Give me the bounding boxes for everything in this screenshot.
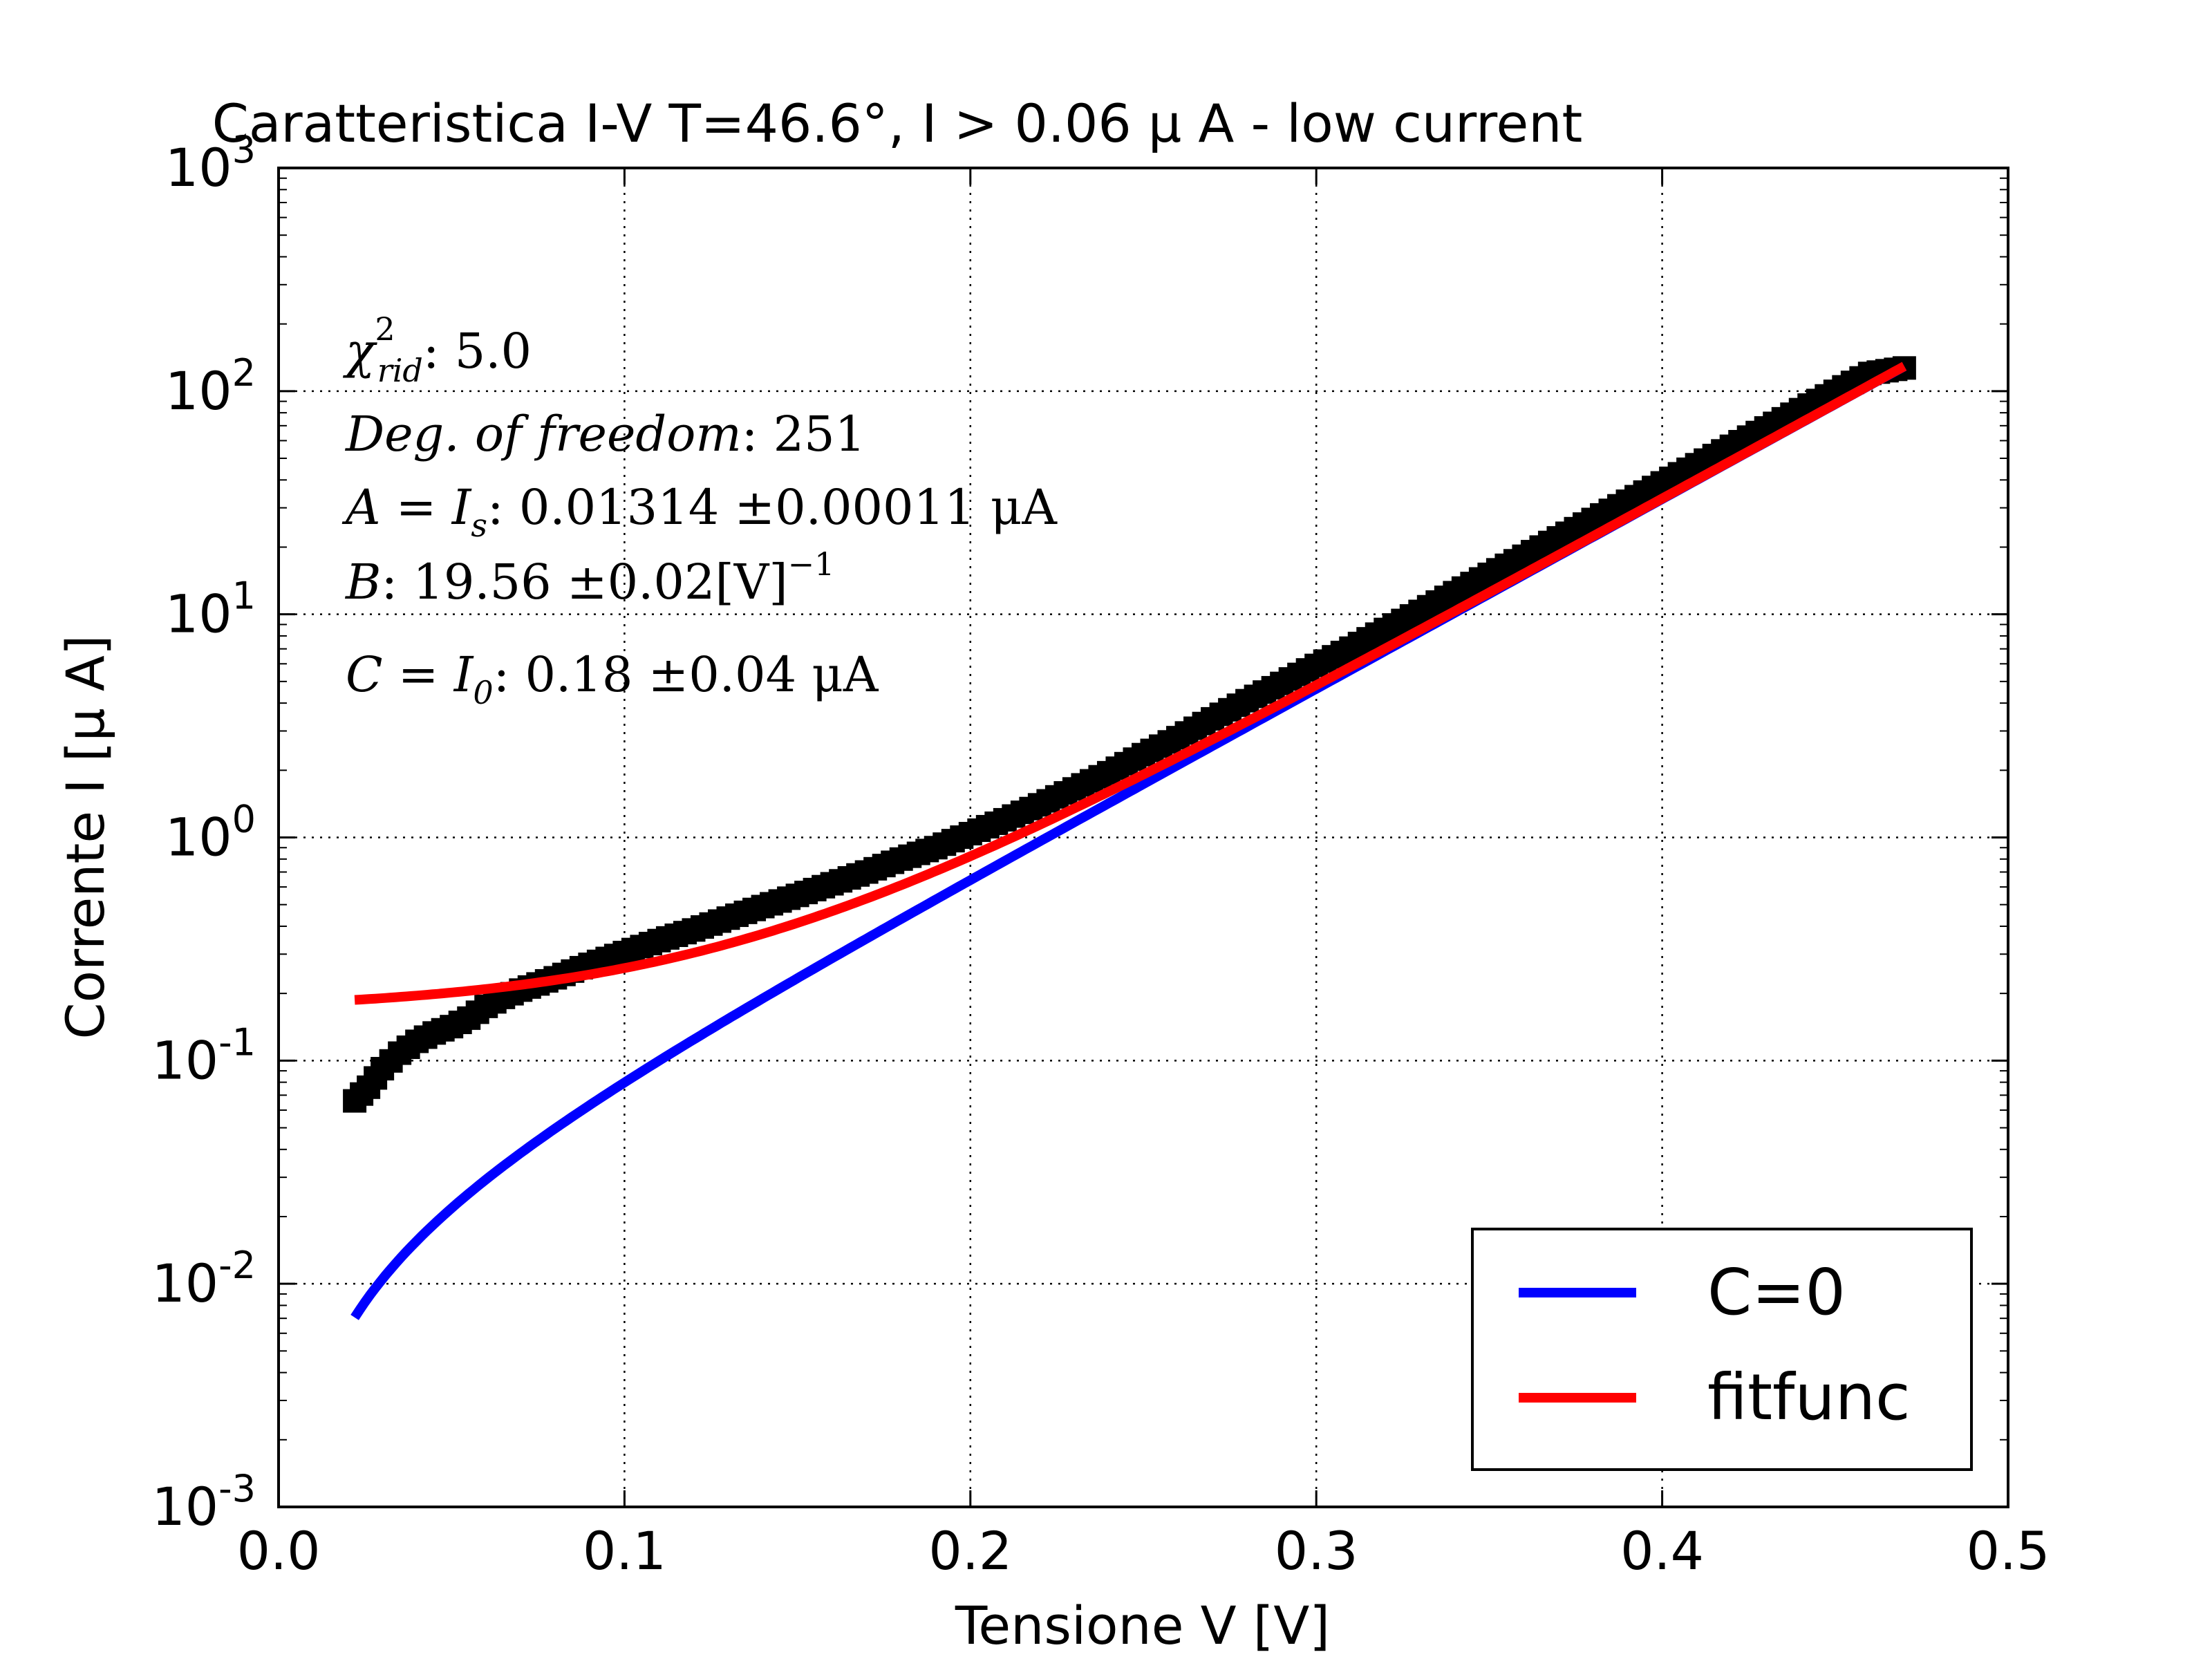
annotation-line: B: 19.56 ±0.02[V]−1 [344, 545, 834, 610]
series-line-fitfunc [354, 362, 1907, 1005]
y-tick-label: 100 [165, 798, 256, 868]
x-tick-label: 0.1 [583, 1520, 666, 1582]
legend-label: fitfunc [1707, 1360, 1911, 1434]
x-tick-label: 0.5 [1967, 1520, 2050, 1582]
annotation-line: A = Is: 0.01314 ±0.00011 μA [341, 479, 1058, 544]
annotation-line: χ2 rid: 5.0 [342, 310, 532, 389]
fit-annotations: χ2 rid: 5.0 Deg. of freedom: 251 A = Is: 0.… [341, 310, 1058, 711]
y-tick-label: 10-3 [151, 1467, 256, 1537]
y-tick-label: 103 [165, 128, 256, 198]
chart-title: Caratteristica I-V T=46.6°, I > 0.06 μ A… [212, 93, 1583, 154]
x-tick-label: 0.3 [1275, 1520, 1358, 1582]
annotation-line: Deg. of freedom: 251 [344, 406, 865, 462]
annotation-line: C = I0: 0.18 ±0.04 μA [346, 646, 879, 711]
y-tick-label: 101 [165, 574, 256, 645]
y-axis-label: Corrente I [μ A] [55, 635, 116, 1039]
y-tick-label: 10-2 [151, 1244, 256, 1314]
grid-lines [279, 168, 2008, 1507]
x-tick-label: 0.0 [237, 1520, 321, 1582]
legend: C=0 fitfunc [1471, 1228, 1973, 1471]
y-tick-label: 102 [165, 351, 256, 422]
x-tick-label: 0.2 [928, 1520, 1012, 1582]
legend-label: C=0 [1707, 1255, 1846, 1329]
data-markers [343, 356, 1916, 1113]
x-tick-labels: 0.0 0.1 0.2 0.3 0.4 0.5 [237, 1520, 2050, 1582]
fit-curves [350, 362, 1907, 1320]
x-axis-label: Tensione V [V] [955, 1595, 1330, 1656]
x-tick-label: 0.4 [1620, 1520, 1704, 1582]
axis-ticks [277, 167, 2009, 1508]
y-tick-labels: 10-3 10-2 10-1 100 101 102 103 [151, 128, 256, 1537]
y-tick-label: 10-1 [151, 1020, 256, 1091]
legend-box [1471, 1228, 1973, 1471]
